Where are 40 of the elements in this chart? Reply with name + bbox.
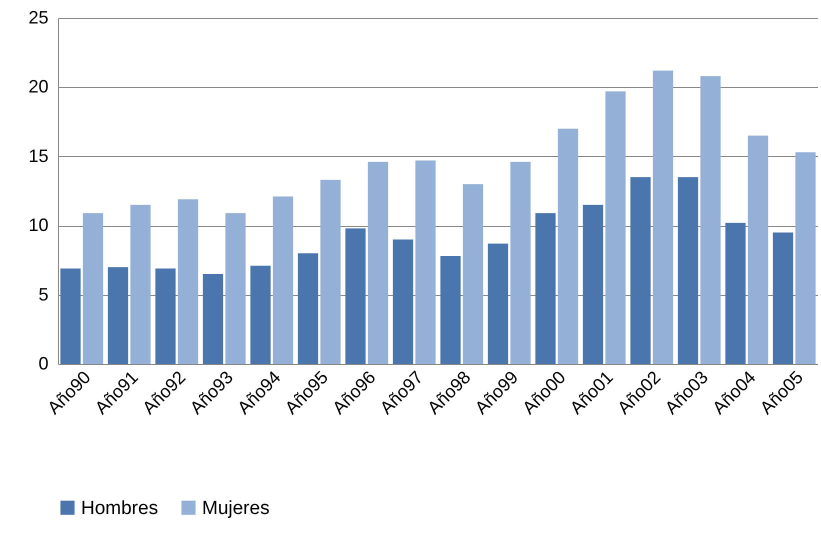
bar — [320, 180, 341, 364]
bar — [510, 162, 531, 364]
bar — [488, 244, 508, 364]
bar — [272, 196, 294, 364]
bar — [250, 266, 271, 364]
bar — [535, 213, 556, 364]
bar — [678, 177, 698, 364]
bar — [605, 91, 626, 364]
bar — [368, 162, 388, 364]
y-tick-label: 0 — [38, 354, 48, 374]
bar — [795, 152, 816, 364]
bar — [440, 256, 461, 364]
legend-label: Hombres — [81, 498, 158, 519]
bar — [415, 160, 436, 364]
bar — [392, 239, 414, 364]
bar — [558, 128, 578, 364]
bar — [108, 267, 128, 364]
bar — [178, 199, 198, 364]
bar — [700, 76, 721, 364]
bar — [298, 253, 318, 364]
bar — [155, 268, 176, 364]
y-tick-label: 25 — [28, 8, 48, 28]
bar — [60, 268, 81, 364]
bar — [582, 204, 604, 364]
bar — [748, 136, 768, 364]
bar — [202, 274, 224, 364]
bar — [345, 228, 366, 364]
y-tick-label: 5 — [38, 284, 48, 304]
bar — [652, 70, 674, 364]
bar — [772, 232, 794, 364]
y-tick-label: 10 — [28, 215, 48, 236]
bar — [725, 222, 746, 364]
y-tick-label: 15 — [28, 146, 48, 166]
bar — [82, 213, 104, 364]
bar — [130, 204, 151, 364]
legend-label: Mujeres — [202, 498, 270, 519]
y-tick-label: 20 — [28, 76, 48, 97]
bar — [630, 177, 651, 364]
bar — [225, 213, 246, 364]
bar — [462, 184, 484, 364]
